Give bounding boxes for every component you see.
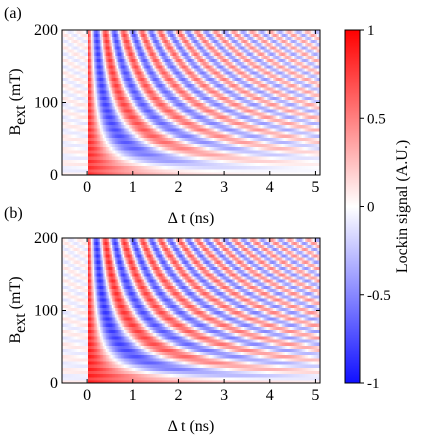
x-tick-label: 2 — [174, 179, 182, 196]
colorbar-tick-label: 0.5 — [367, 111, 386, 127]
x-tick-label: 0 — [83, 179, 91, 196]
y-tick-label: 100 — [34, 303, 58, 320]
panel-b: 0 1 2 3 4 5 0 100 200 (b) Δ t (ns) Bext (mT) — [4, 205, 321, 435]
y-tick-label: 0 — [50, 375, 58, 392]
panel-label: (a) — [4, 5, 22, 22]
panel-a: 0 1 2 3 4 5 0 100 200 (a) Δ t (ns) Bext (mT) — [4, 5, 321, 227]
colorbar-tick-label: 1 — [367, 23, 375, 39]
y-axis-label: Bext (mT) — [7, 276, 29, 343]
x-tick-label: 3 — [220, 179, 228, 196]
colorbar-tick-label: -0.5 — [367, 288, 391, 304]
y-axis-label-sub: ext — [12, 105, 29, 125]
y-tick-label: 200 — [34, 22, 58, 39]
y-tick-label: 200 — [34, 230, 58, 247]
x-axis-label: Δ t (ns) — [168, 210, 215, 227]
x-tick-label: 0 — [83, 387, 91, 404]
y-axis-label-main: B — [7, 333, 24, 344]
x-tick-label: 4 — [266, 387, 274, 404]
colorbar-tick-label: 0 — [367, 200, 375, 216]
y-axis-label-unit: (mT) — [7, 276, 24, 309]
colorbar-label: Lockin signal (A.U.) — [394, 140, 411, 273]
colorbar-tick-label: -1 — [367, 376, 380, 392]
y-axis-label: Bext (mT) — [7, 68, 29, 135]
x-tick-label: 5 — [311, 179, 319, 196]
panel-label: (b) — [4, 205, 23, 222]
y-axis-label-unit: (mT) — [7, 68, 24, 101]
x-axis-label: Δ t (ns) — [168, 418, 215, 435]
x-tick-label: 3 — [220, 387, 228, 404]
heatmap-image — [62, 238, 320, 383]
x-tick-label: 1 — [129, 179, 137, 196]
heatmap-image — [62, 30, 320, 175]
x-tick-label: 1 — [129, 387, 137, 404]
y-tick-label: 100 — [34, 95, 58, 112]
y-axis-label-main: B — [7, 125, 24, 136]
y-tick-label: 0 — [50, 167, 58, 184]
x-tick-label: 4 — [266, 179, 274, 196]
colorbar-gradient — [344, 29, 361, 384]
x-tick-label: 5 — [311, 387, 319, 404]
x-tick-label: 2 — [174, 387, 182, 404]
colorbar: 1 0.5 0 -0.5 -1 Lockin signal (A.U.) — [344, 23, 411, 392]
y-axis-label-sub: ext — [12, 313, 29, 333]
